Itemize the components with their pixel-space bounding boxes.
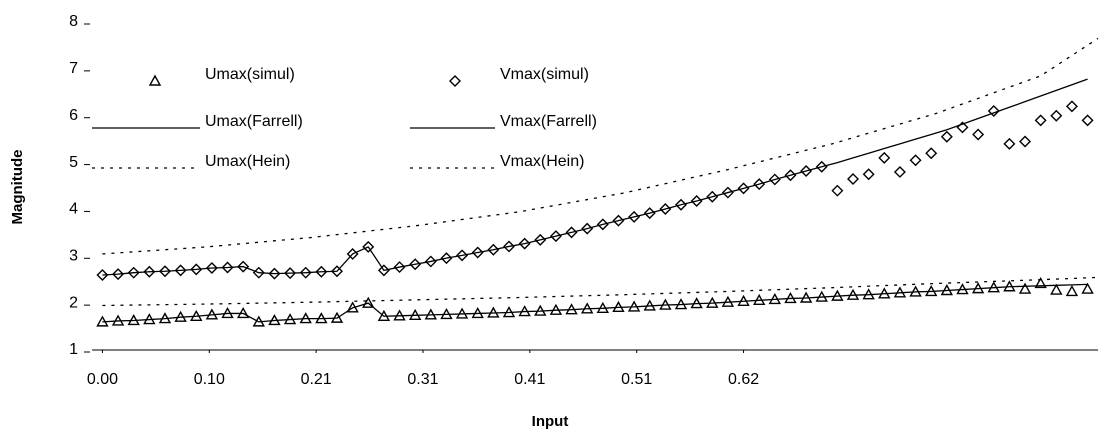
triangle-marker bbox=[1018, 282, 1032, 294]
x-tick-label: 0.62 bbox=[728, 371, 759, 388]
diamond-marker bbox=[768, 173, 781, 186]
y-tick-label: 6 bbox=[69, 107, 78, 124]
diamond-marker bbox=[471, 246, 484, 259]
diamond-marker bbox=[628, 210, 641, 223]
diamond-marker bbox=[127, 266, 140, 279]
diamond-marker bbox=[534, 233, 547, 246]
diamond-marker bbox=[409, 258, 422, 271]
y-tick-label: 3 bbox=[69, 248, 78, 265]
diamond-marker bbox=[456, 249, 469, 262]
y-axis-label: Magnitude bbox=[9, 150, 26, 225]
diamond-marker bbox=[878, 151, 891, 164]
legend-label: Umax(Farrell) bbox=[205, 113, 303, 130]
diamond-marker bbox=[393, 261, 406, 274]
diamond-marker bbox=[1019, 135, 1032, 148]
y-tick-label: 2 bbox=[69, 294, 78, 311]
diamond-marker bbox=[800, 165, 813, 177]
x-tick-label: 0.21 bbox=[301, 371, 332, 388]
diamond-marker bbox=[643, 207, 656, 220]
diamond-marker bbox=[596, 218, 609, 231]
diamond-marker bbox=[909, 154, 922, 167]
diamond-marker bbox=[487, 243, 500, 256]
series-line bbox=[102, 276, 1099, 307]
diamond-marker bbox=[972, 128, 985, 141]
diamond-marker bbox=[1034, 114, 1047, 127]
diamond-marker bbox=[205, 262, 218, 274]
y-tick-label: 7 bbox=[69, 60, 78, 77]
diamond-marker bbox=[862, 168, 875, 181]
x-tick-label: 0.10 bbox=[194, 371, 225, 388]
diamond-marker bbox=[143, 265, 156, 278]
legend-label: Umax(Hein) bbox=[205, 153, 290, 170]
legend-label: Vmax(Hein) bbox=[500, 153, 584, 170]
diamond-marker bbox=[847, 172, 860, 185]
diamond-marker bbox=[330, 265, 343, 278]
diamond-marker bbox=[659, 202, 672, 215]
diamond-marker bbox=[377, 264, 390, 277]
diamond-marker bbox=[987, 105, 1000, 118]
triangle-marker bbox=[1065, 284, 1079, 297]
y-tick-label: 4 bbox=[69, 201, 78, 218]
legend-symbol bbox=[148, 74, 162, 86]
diamond-marker bbox=[549, 230, 562, 243]
x-tick-label: 0.51 bbox=[621, 371, 652, 388]
diamond-marker bbox=[158, 265, 171, 278]
legend-label: Vmax(simul) bbox=[500, 66, 589, 83]
x-tick-label: 0.00 bbox=[87, 371, 118, 388]
x-axis-label: Input bbox=[532, 413, 569, 430]
diamond-marker bbox=[221, 261, 234, 274]
diamond-marker bbox=[1003, 137, 1016, 150]
diamond-marker bbox=[518, 237, 531, 250]
diamond-marker bbox=[1050, 109, 1063, 122]
triangle-marker bbox=[1034, 277, 1047, 289]
diamond-marker bbox=[268, 267, 281, 280]
diamond-marker bbox=[706, 190, 719, 203]
legend-label: Umax(simul) bbox=[205, 66, 295, 83]
diamond-marker bbox=[237, 260, 250, 273]
y-tick-label: 1 bbox=[69, 341, 78, 358]
diamond-marker bbox=[440, 252, 453, 265]
y-tick-label: 5 bbox=[69, 154, 78, 171]
diamond-marker bbox=[737, 182, 750, 195]
diamond-marker bbox=[362, 240, 375, 253]
diamond-marker bbox=[96, 269, 109, 282]
diamond-marker bbox=[893, 165, 906, 178]
diamond-marker bbox=[424, 255, 437, 268]
diamond-marker bbox=[565, 226, 578, 239]
diamond-marker bbox=[784, 169, 797, 182]
diamond-marker bbox=[690, 195, 703, 207]
diamond-marker bbox=[1081, 114, 1094, 127]
series-line bbox=[102, 37, 1099, 255]
diamond-marker bbox=[284, 267, 297, 280]
diamond-marker bbox=[503, 240, 515, 253]
diamond-marker bbox=[940, 130, 953, 143]
diamond-marker bbox=[174, 264, 187, 277]
diamond-marker bbox=[721, 186, 734, 199]
diamond-marker bbox=[112, 268, 125, 281]
diamond-marker bbox=[315, 265, 328, 278]
diamond-marker bbox=[815, 160, 828, 173]
diamond-marker bbox=[299, 266, 312, 279]
triangle-marker bbox=[362, 296, 375, 308]
legend-label: Vmax(Farrell) bbox=[500, 113, 597, 130]
series-line bbox=[102, 283, 1088, 323]
triangle-marker bbox=[1081, 282, 1094, 294]
diamond-marker bbox=[1065, 100, 1078, 113]
triangle-marker bbox=[1050, 283, 1063, 295]
diamond-marker bbox=[831, 184, 844, 197]
diamond-marker bbox=[190, 263, 203, 276]
diamond-marker bbox=[612, 214, 625, 227]
diamond-marker bbox=[581, 222, 594, 235]
series-line bbox=[102, 78, 1088, 276]
legend-symbol bbox=[449, 75, 461, 87]
diamond-marker bbox=[675, 198, 687, 211]
y-tick-label: 8 bbox=[69, 13, 78, 30]
x-tick-label: 0.41 bbox=[514, 371, 545, 388]
x-tick-label: 0.31 bbox=[407, 371, 438, 388]
diamond-marker bbox=[925, 147, 938, 160]
